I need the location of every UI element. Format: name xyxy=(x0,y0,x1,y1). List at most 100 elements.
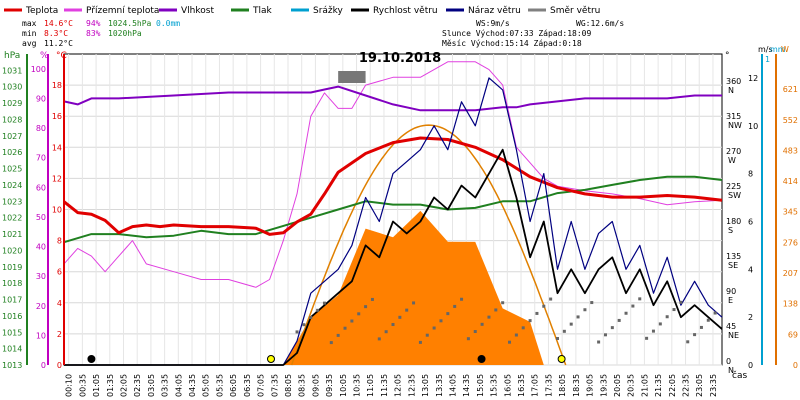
time-tick-label: 17:05 xyxy=(531,374,540,397)
dir-axis-label: ° xyxy=(725,51,730,61)
dir-tick-label: 90 xyxy=(726,287,736,296)
temp-tick-label: 14 xyxy=(52,143,62,152)
time-tick-label: 19:35 xyxy=(599,374,608,397)
time-axis-label: čas xyxy=(732,370,747,381)
wind-direction-point xyxy=(542,304,546,308)
solar-area xyxy=(283,210,558,365)
legend-label: Tlak xyxy=(252,6,273,16)
w-tick-label: 483 xyxy=(783,146,798,155)
stats-value: avg xyxy=(22,39,37,48)
hpa-tick-label: 1029 xyxy=(2,99,22,108)
time-tick-label: 09:35 xyxy=(325,374,334,397)
pct-tick-label: 40 xyxy=(36,243,46,252)
pct-tick-label: 0 xyxy=(41,361,46,370)
time-tick-label: 14:05 xyxy=(448,374,457,397)
wind-direction-point xyxy=(617,318,621,322)
temp-tick-label: 4 xyxy=(57,299,62,308)
time-tick-label: 03:05 xyxy=(147,374,156,397)
hpa-tick-label: 1022 xyxy=(2,214,22,223)
time-tick-label: 22:35 xyxy=(682,374,691,397)
stats-value: max xyxy=(22,19,37,28)
legend-label: Srážky xyxy=(313,6,344,16)
hpa-tick-label: 1031 xyxy=(2,66,22,75)
time-tick-label: 01:35 xyxy=(106,374,115,397)
wind-direction-point xyxy=(610,326,614,330)
w-tick-label: 552 xyxy=(783,116,798,125)
hpa-tick-label: 1015 xyxy=(2,328,22,337)
dir-tick-label: 270 xyxy=(726,147,741,156)
series-ground-temp xyxy=(63,61,723,288)
temp-tick-label: 16 xyxy=(52,112,62,121)
wind-direction-point xyxy=(398,315,402,319)
wind-direction-point xyxy=(350,319,354,323)
time-tick-label: 02:35 xyxy=(133,374,142,397)
time-tick-label: 20:35 xyxy=(627,374,636,397)
wind-direction-point xyxy=(693,333,697,337)
wind-direction-point xyxy=(556,337,559,341)
wind-direction-point xyxy=(508,340,512,344)
pct-tick-label: 50 xyxy=(36,213,46,222)
stats-block: max 14.6°C 94% 1024.5hPa 0.0mm min 8.3°C 83% 102… xyxy=(22,19,624,48)
wind-direction-point xyxy=(364,305,368,309)
stats-value: 94% xyxy=(86,19,101,28)
time-tick-label: 21:35 xyxy=(654,374,663,397)
hpa-tick-label: 1026 xyxy=(2,148,22,157)
time-tick-label: 13:05 xyxy=(421,374,430,397)
time-tick-label: 15:35 xyxy=(490,374,499,397)
wind-direction-point xyxy=(329,341,333,345)
ms-tick-label: 10 xyxy=(748,122,758,131)
pct-tick-label: 90 xyxy=(36,94,46,103)
temp-axis-label: °C xyxy=(56,51,67,61)
wind-direction-point xyxy=(679,300,683,304)
dir-name-label: S xyxy=(728,226,733,235)
hpa-tick-label: 1030 xyxy=(2,83,22,92)
wind-direction-point xyxy=(549,297,553,301)
w-tick-label: 621 xyxy=(783,85,798,94)
axes: hPa% °C1013101410151016101710181019102010… xyxy=(2,45,798,397)
sun-info: Slunce Východ:07:33 Západ:18:09 xyxy=(442,29,591,38)
time-tick-label: 18:35 xyxy=(572,374,581,397)
dir-tick-label: 0 xyxy=(726,357,731,366)
temp-tick-label: 12 xyxy=(52,174,62,183)
dir-name-label: NW xyxy=(728,121,742,130)
moon-info: Měsíc Východ:15:14 Západ:0:18 xyxy=(442,39,582,48)
time-tick-label: 12:35 xyxy=(407,374,416,397)
hpa-tick-label: 1013 xyxy=(2,361,22,370)
time-tick-label: 17:35 xyxy=(544,374,553,397)
wind-direction-point xyxy=(665,315,669,319)
wind-direction-point xyxy=(391,323,395,327)
stats-value: min xyxy=(22,29,37,38)
wind-direction-point xyxy=(651,329,655,333)
time-tick-label: 11:05 xyxy=(366,374,375,397)
hpa-tick-label: 1019 xyxy=(2,263,22,272)
wind-direction-point xyxy=(370,297,374,301)
stats-value: 8.3°C xyxy=(44,29,68,38)
wind-direction-point xyxy=(309,316,313,320)
wind-direction-point xyxy=(494,308,498,312)
stats-value: 1020hPa xyxy=(108,29,142,38)
time-tick-label: 23:35 xyxy=(709,374,718,397)
temp-tick-label: 10 xyxy=(52,206,62,215)
time-tick-label: 06:35 xyxy=(243,374,252,397)
wind-direction-point xyxy=(706,318,710,322)
time-tick-label: 10:05 xyxy=(339,374,348,397)
hpa-tick-label: 1020 xyxy=(2,246,22,255)
wind-direction-point xyxy=(501,301,505,305)
stats-value: 83% xyxy=(86,29,101,38)
wind-direction-point xyxy=(377,337,381,341)
stats-value: 1024.5hPa xyxy=(108,19,152,28)
wind-direction-point xyxy=(480,322,484,326)
hpa-tick-label: 1016 xyxy=(2,312,22,321)
time-tick-label: 12:05 xyxy=(394,374,403,397)
time-tick-label: 13:35 xyxy=(435,374,444,397)
w-tick-label: 138 xyxy=(783,300,798,309)
time-tick-label: 23:05 xyxy=(695,374,704,397)
legend-label: Teplota xyxy=(25,6,58,16)
ms-tick-label: 8 xyxy=(748,170,753,179)
wind-direction-point xyxy=(302,323,306,327)
wind-direction-point xyxy=(603,333,607,337)
hpa-tick-label: 1014 xyxy=(2,345,22,354)
dir-name-label: N xyxy=(728,366,734,375)
wind-direction-point xyxy=(713,311,717,315)
